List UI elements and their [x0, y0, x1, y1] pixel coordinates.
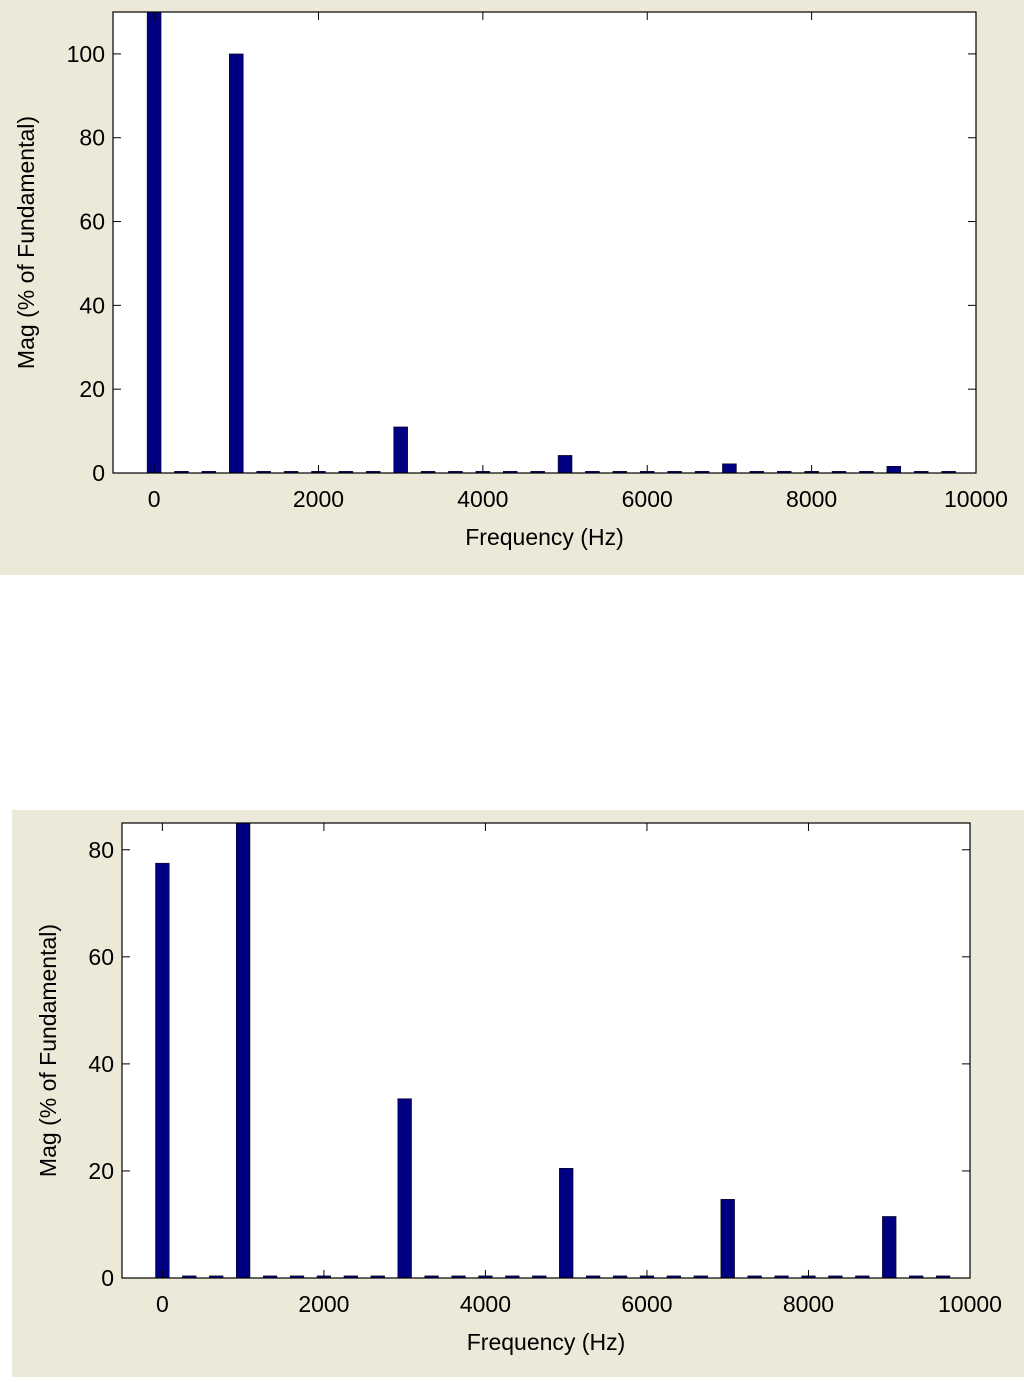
y-tick-label: 80 — [88, 837, 114, 863]
bar — [559, 1168, 574, 1278]
axes-box — [121, 822, 971, 1279]
bar — [448, 471, 463, 473]
y-tick-label: 0 — [92, 460, 105, 486]
x-tick-label: 6000 — [622, 486, 673, 512]
y-tick-label: 60 — [88, 944, 114, 970]
bar — [256, 471, 271, 473]
bar — [913, 471, 929, 473]
y-axis-label: Mag (% of Fundamental) — [35, 924, 61, 1177]
bar — [283, 471, 299, 473]
bar — [338, 471, 354, 473]
bar — [612, 471, 628, 473]
x-tick-label: 4000 — [457, 486, 508, 512]
bar — [397, 1098, 412, 1278]
bar — [557, 455, 573, 473]
bar — [882, 1216, 897, 1278]
y-tick-label: 20 — [79, 376, 105, 402]
y-tick-label: 40 — [88, 1051, 114, 1077]
bars — [146, 12, 956, 473]
bar — [503, 471, 518, 473]
x-tick-label: 10000 — [944, 486, 1008, 512]
y-tick-label: 20 — [88, 1158, 114, 1184]
bar — [749, 471, 765, 473]
y-tick-label: 100 — [67, 41, 105, 67]
x-axis-label: Frequency (Hz) — [467, 1329, 625, 1355]
bar — [722, 463, 737, 473]
bar — [229, 53, 244, 473]
x-tick-label: 2000 — [293, 486, 344, 512]
y-axis-label: Mag (% of Fundamental) — [13, 116, 39, 369]
x-tick-label: 4000 — [460, 1291, 511, 1317]
bar — [667, 471, 682, 473]
bar — [859, 471, 874, 473]
axes-box — [112, 11, 977, 474]
plot-area — [122, 823, 970, 1278]
bar — [886, 466, 902, 473]
bar — [366, 471, 381, 473]
bar — [831, 471, 847, 473]
bar — [585, 471, 600, 473]
bar — [174, 471, 189, 473]
y-tick-label: 40 — [79, 292, 105, 318]
x-tick-label: 0 — [156, 1291, 169, 1317]
bar — [720, 1199, 735, 1278]
bar — [941, 471, 956, 473]
bar — [146, 12, 162, 473]
x-tick-label: 8000 — [786, 486, 837, 512]
x-tick-label: 0 — [148, 486, 161, 512]
y-tick-label: 80 — [79, 125, 105, 151]
plot-area — [113, 12, 976, 473]
bar — [530, 471, 545, 473]
x-tick-label: 2000 — [298, 1291, 349, 1317]
x-axis-label: Frequency (Hz) — [465, 524, 623, 550]
bar — [393, 426, 408, 473]
x-tick-label: 10000 — [938, 1291, 1002, 1317]
x-tick-label: 8000 — [783, 1291, 834, 1317]
bar — [155, 862, 170, 1278]
x-tick-label: 6000 — [621, 1291, 672, 1317]
bar — [420, 471, 436, 473]
bar — [236, 823, 251, 1278]
bar — [694, 471, 710, 473]
bar — [201, 471, 217, 473]
y-tick-label: 0 — [101, 1265, 114, 1291]
y-tick-label: 60 — [79, 209, 105, 235]
bar — [776, 471, 792, 473]
